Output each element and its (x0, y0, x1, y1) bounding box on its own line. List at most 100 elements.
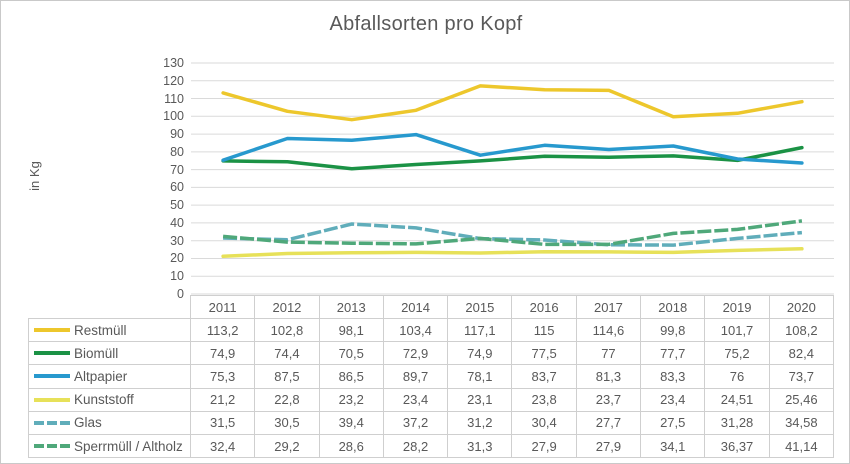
value-cell: 25,46 (768, 387, 835, 412)
legend-item: Biomüll (28, 341, 191, 366)
year-header-cell: 2016 (511, 295, 577, 319)
y-tick-label: 0 (177, 287, 184, 301)
legend-label: Biomüll (74, 345, 119, 361)
value-cell: 108,2 (768, 317, 835, 343)
value-cell: 101,7 (704, 317, 770, 343)
value-cell: 31,5 (189, 410, 256, 435)
value-cell: 39,4 (318, 410, 384, 435)
legend-line-swatch (34, 420, 70, 425)
value-cell: 34,1 (640, 433, 706, 459)
series-line-0 (221, 84, 804, 122)
value-cell: 23,1 (447, 387, 513, 412)
y-tick-label: 70 (170, 162, 184, 177)
y-tick-label: 10 (170, 269, 184, 284)
value-cell: 114,6 (575, 317, 642, 343)
value-cell: 36,37 (704, 433, 770, 459)
value-cell: 115 (511, 317, 577, 343)
value-cell: 74,9 (189, 341, 256, 366)
value-cell: 102,8 (254, 317, 320, 343)
value-cell: 41,14 (768, 433, 835, 459)
value-cell: 74,9 (447, 341, 513, 366)
legend-line-swatch (34, 374, 70, 379)
value-cell: 31,28 (704, 410, 770, 435)
legend-label: Restmüll (74, 322, 127, 338)
legend-label: Kunststoff (74, 392, 134, 408)
value-cell: 99,8 (640, 317, 706, 343)
value-cell: 30,5 (254, 410, 320, 435)
year-header-cell: 2017 (575, 295, 642, 319)
value-cell: 75,3 (189, 364, 256, 389)
legend-inner: Glas (30, 415, 190, 431)
series-line-1 (221, 145, 804, 171)
table-header-row: 2011 2012 2013 2014 2015 2016 2017 2018 2019 2020 (28, 295, 835, 319)
legend-inner: Biomüll (30, 345, 190, 361)
value-cell: 28,2 (382, 433, 449, 459)
legend-label: Glas (74, 415, 102, 431)
value-cell: 81,3 (575, 364, 642, 389)
y-tick-label: 130 (163, 56, 184, 70)
year-header-cell: 2018 (640, 295, 706, 319)
table-row-5: Sperrmüll / Altholz 32,4 29,2 28,6 28,2 31,3 2… (28, 433, 835, 459)
value-cell: 27,5 (640, 410, 706, 435)
series-line-2 (221, 132, 804, 165)
value-cell: 23,2 (318, 387, 384, 412)
value-cell: 24,51 (704, 387, 770, 412)
year-header-cell: 2011 (189, 295, 256, 319)
value-cell: 76 (704, 364, 770, 389)
value-cell: 27,9 (575, 433, 642, 459)
value-cell: 37,2 (382, 410, 449, 435)
y-tick-label: 120 (163, 73, 184, 88)
value-cell: 70,5 (318, 341, 384, 366)
table-row-2: Altpapier 75,3 87,5 86,5 89,7 78,1 83,7 81,3 83,… (28, 364, 835, 389)
value-cell: 77 (575, 341, 642, 366)
series-line-5 (222, 219, 803, 247)
value-cell: 23,4 (382, 387, 449, 412)
series-line-3 (221, 247, 804, 259)
y-tick-label: 80 (170, 144, 184, 159)
table-row-3: Kunststoff 21,2 22,8 23,2 23,4 23,1 23,8 23,7 23… (28, 387, 835, 412)
value-cell: 73,7 (768, 364, 835, 389)
year-header-cell: 2013 (318, 295, 384, 319)
y-tick-label: 30 (170, 233, 184, 248)
value-cell: 113,2 (189, 317, 256, 343)
legend-inner: Restmüll (30, 322, 190, 338)
value-cell: 74,4 (254, 341, 320, 366)
value-cell: 77,5 (511, 341, 577, 366)
value-cell: 98,1 (318, 317, 384, 343)
value-cell: 82,4 (768, 341, 835, 366)
y-tick-label: 20 (170, 251, 184, 266)
y-tick-label: 60 (170, 180, 184, 195)
year-header-cell: 2020 (768, 295, 835, 319)
year-header-cell: 2012 (254, 295, 320, 319)
value-cell: 28,6 (318, 433, 384, 459)
legend-item: Sperrmüll / Altholz (28, 433, 191, 459)
value-cell: 27,7 (575, 410, 642, 435)
y-tick-label: 110 (164, 91, 184, 106)
y-tick-label: 40 (170, 215, 184, 230)
legend-line-swatch (34, 444, 70, 449)
value-cell: 77,7 (640, 341, 706, 366)
legend-item: Restmüll (28, 317, 191, 343)
legend-inner: Kunststoff (30, 392, 190, 408)
value-cell: 72,9 (382, 341, 449, 366)
value-cell: 83,7 (511, 364, 577, 389)
value-cell: 78,1 (447, 364, 513, 389)
legend-label: Sperrmüll / Altholz (74, 438, 183, 454)
chart-data-table: 2011 2012 2013 2014 2015 2016 2017 2018 2019 2020… (28, 295, 835, 459)
legend-line-swatch (34, 351, 70, 356)
value-cell: 117,1 (447, 317, 513, 343)
value-cell: 21,2 (189, 387, 256, 412)
year-header-cell: 2019 (704, 295, 770, 319)
table-corner-blank (28, 295, 191, 319)
value-cell: 83,3 (640, 364, 706, 389)
value-cell: 89,7 (382, 364, 449, 389)
legend-inner: Altpapier (30, 369, 190, 384)
y-tick-label: 90 (170, 127, 184, 142)
year-header-cell: 2014 (382, 295, 449, 319)
value-cell: 32,4 (189, 433, 256, 459)
value-cell: 31,3 (447, 433, 513, 459)
value-cell: 23,8 (511, 387, 577, 412)
value-cell: 86,5 (318, 364, 384, 389)
value-cell: 31,2 (447, 410, 513, 435)
